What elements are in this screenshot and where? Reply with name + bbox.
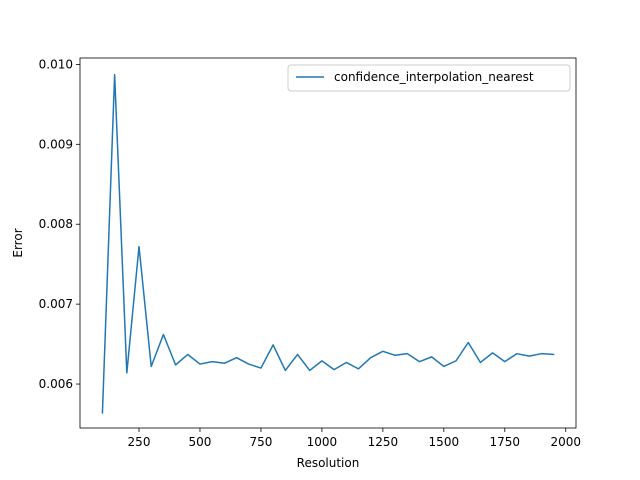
x-tick-label: 1750 xyxy=(490,435,521,449)
y-tick-label: 0.006 xyxy=(39,377,73,391)
x-axis-title: Resolution xyxy=(297,456,360,470)
x-tick-label: 500 xyxy=(189,435,212,449)
x-tick-label: 2000 xyxy=(550,435,581,449)
x-tick-label: 750 xyxy=(249,435,272,449)
y-axis-title: Error xyxy=(11,228,25,257)
x-tick-label: 1000 xyxy=(307,435,338,449)
y-tick-label: 0.008 xyxy=(39,217,73,231)
y-tick-label: 0.009 xyxy=(39,137,73,151)
legend-box xyxy=(287,64,571,92)
y-axis-ticks: 0.006 0.007 0.008 0.009 0.010 xyxy=(39,57,80,391)
x-tick-label: 250 xyxy=(128,435,151,449)
legend: confidence_interpolation_nearest xyxy=(287,64,571,92)
y-tick-label: 0.010 xyxy=(39,57,73,71)
y-tick-label: 0.007 xyxy=(39,297,73,311)
series-line-confidence-interpolation-nearest xyxy=(101,74,555,414)
legend-entry-label: confidence_interpolation_nearest xyxy=(334,70,534,84)
x-tick-label: 1250 xyxy=(368,435,399,449)
x-axis-ticks: 250 500 750 1000 1250 1500 1750 2000 xyxy=(128,428,581,449)
x-tick-label: 1500 xyxy=(429,435,460,449)
plot-area-frame xyxy=(79,57,577,429)
